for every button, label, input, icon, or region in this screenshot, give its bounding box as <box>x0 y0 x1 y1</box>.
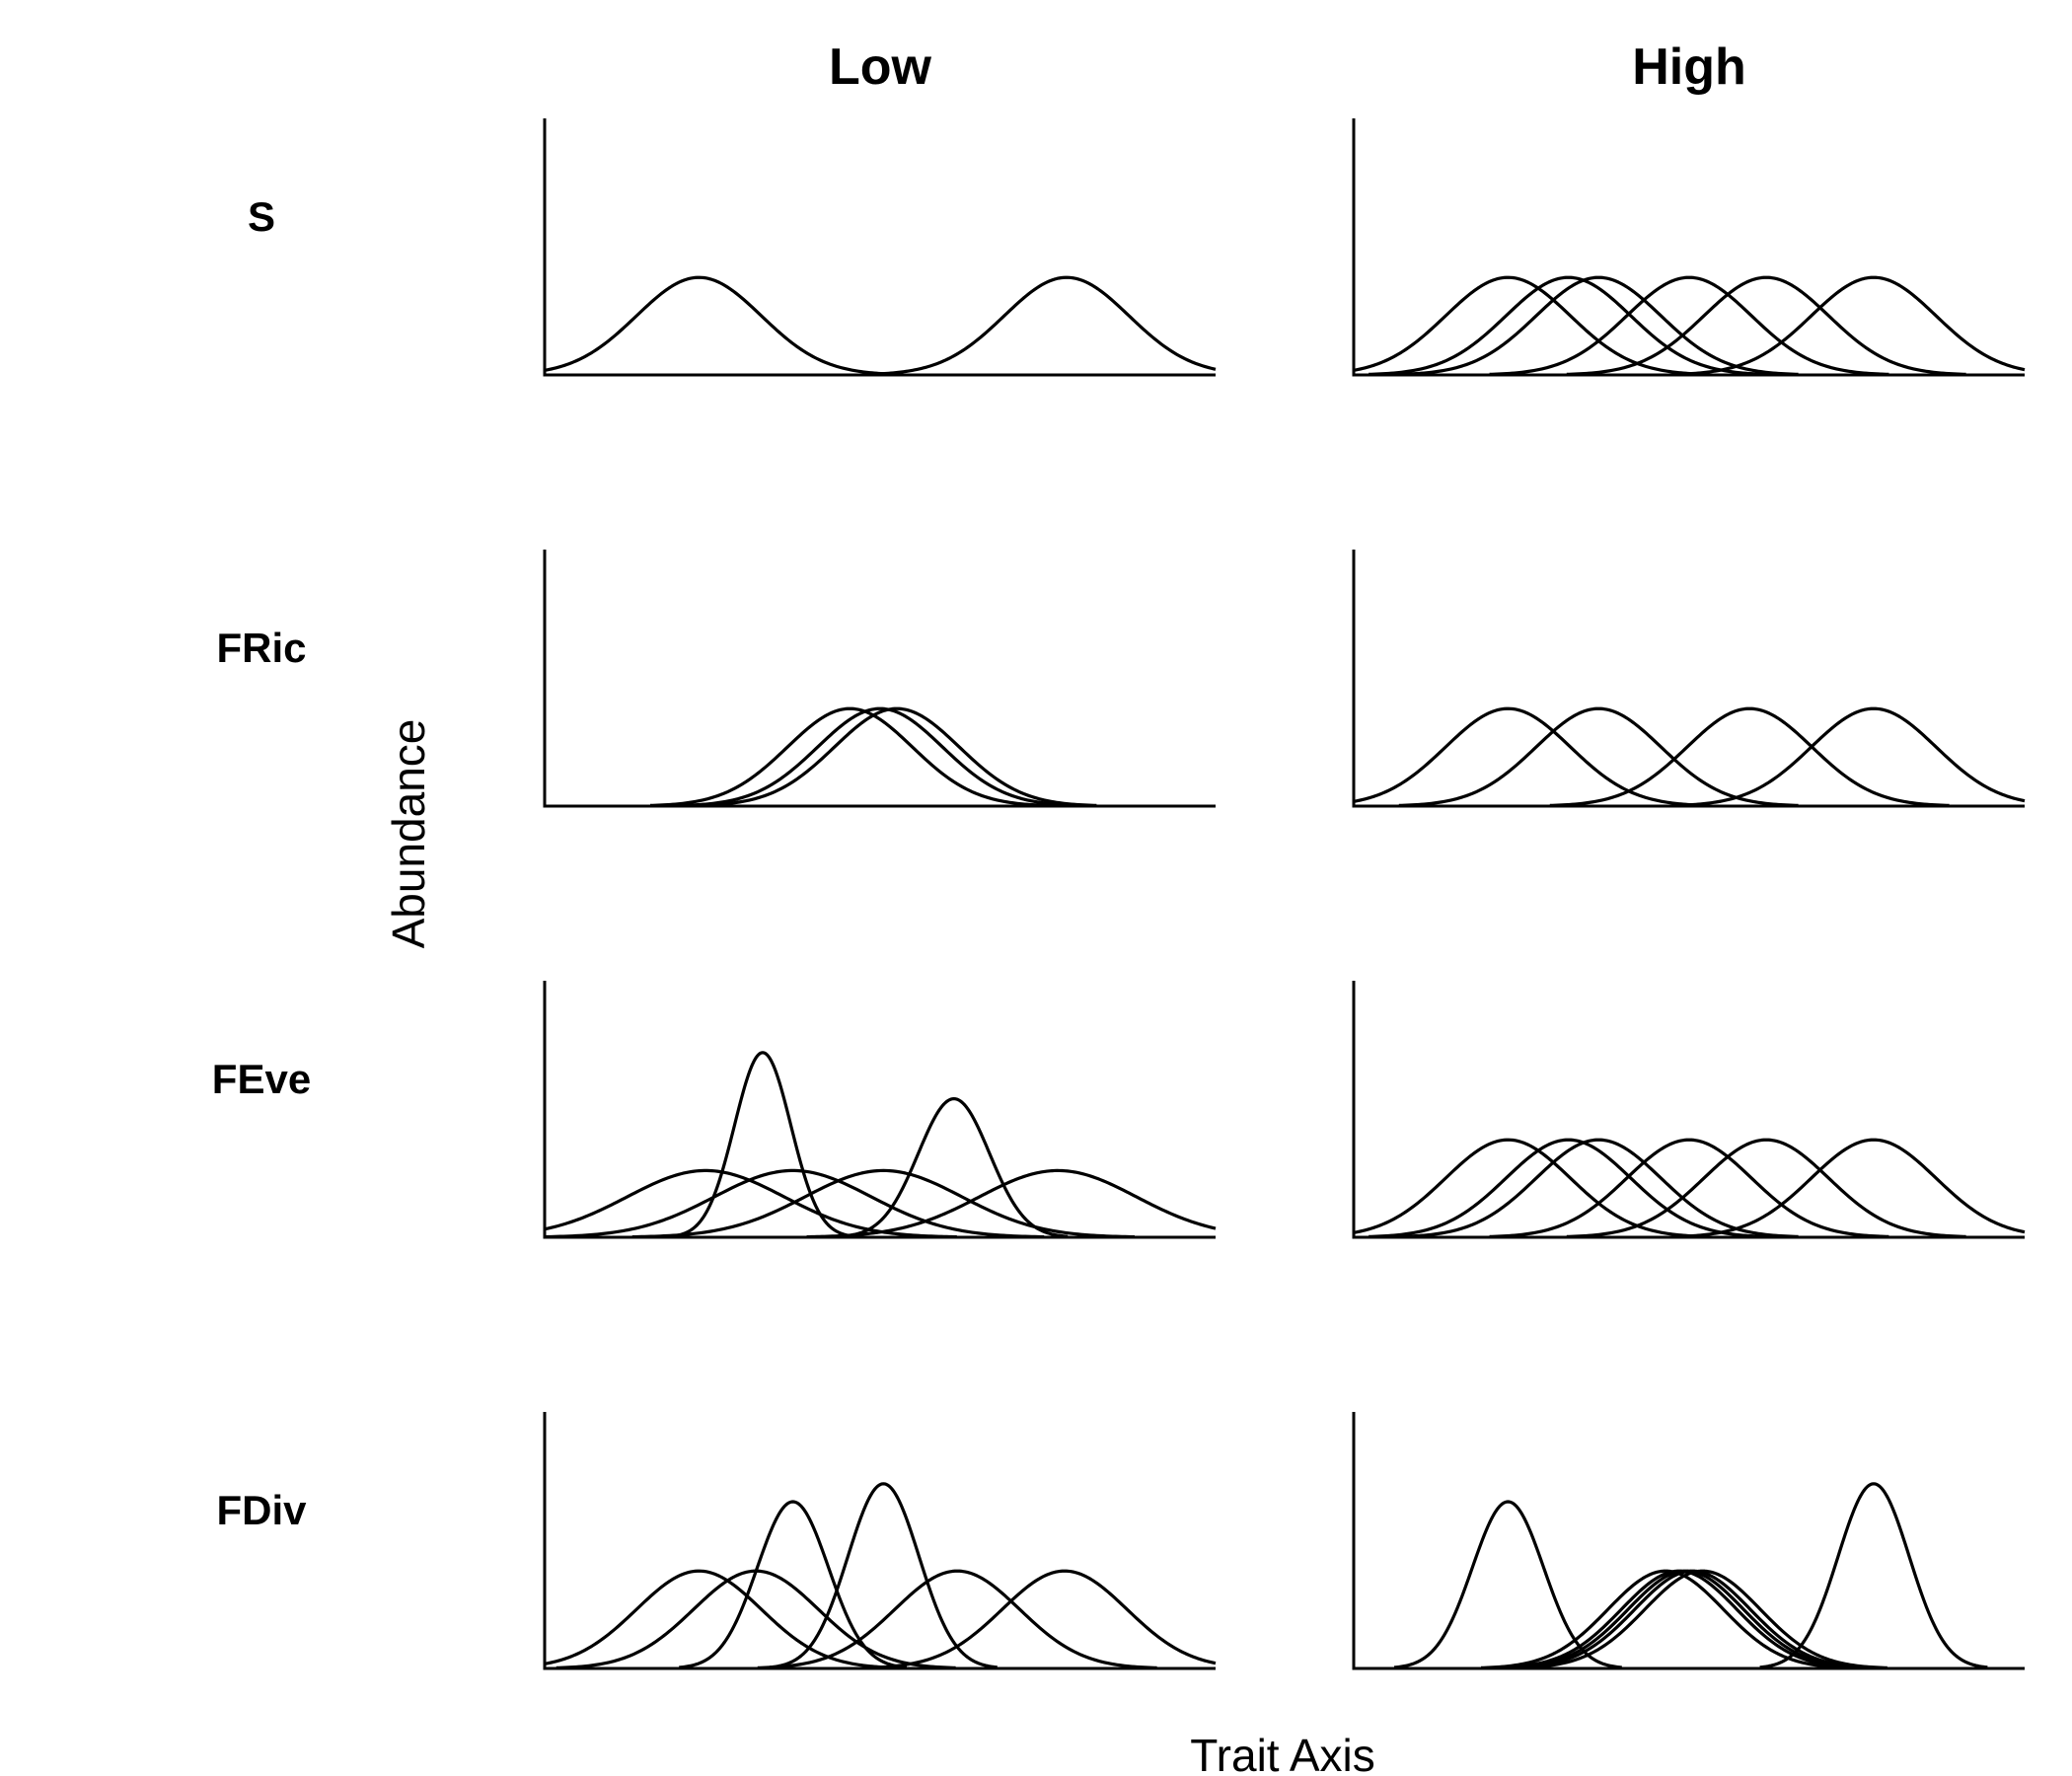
curve-s-low-1 <box>544 275 899 377</box>
axis-fdiv-low <box>543 1412 1216 1670</box>
column-title-high: High <box>1632 38 1746 96</box>
curve-feve-high-5 <box>1566 1138 1966 1239</box>
panel-s-high <box>1352 118 2026 377</box>
panel-fric-high <box>1352 550 2026 808</box>
axis-fric-high <box>1352 550 2025 808</box>
axis-s-high <box>1352 118 2025 377</box>
curve-feve-high-2 <box>1369 1138 1769 1239</box>
curve-s-high-4 <box>1489 275 1889 377</box>
curve-feve-low-5 <box>672 1051 853 1238</box>
curve-feve-low-6 <box>840 1097 1069 1238</box>
row-label-feve: FEve <box>212 1056 311 1102</box>
curve-fric-high-4 <box>1673 706 2026 808</box>
curve-s-low-2 <box>866 275 1217 377</box>
curve-s-high-3 <box>1398 275 1799 377</box>
curve-fdiv-low-6 <box>769 1482 998 1669</box>
curve-fdiv-high-3 <box>1481 1569 1851 1670</box>
curve-feve-high-1 <box>1353 1138 1708 1239</box>
x-axis-label: Trait Axis <box>1190 1730 1374 1776</box>
y-axis-label: Abundance <box>383 719 434 949</box>
axis-fric-low <box>543 550 1216 808</box>
curve-fdiv-low-5 <box>679 1500 908 1669</box>
curve-fdiv-high-7 <box>1517 1569 1887 1670</box>
panel-fric-low <box>543 550 1216 808</box>
curve-fdiv-low-3 <box>757 1569 1157 1670</box>
curve-s-high-5 <box>1566 275 1966 377</box>
panel-fdiv-low <box>543 1412 1217 1670</box>
curve-feve-high-6 <box>1673 1138 2026 1239</box>
curve-s-high-2 <box>1369 275 1769 377</box>
row-label-s: S <box>248 193 275 240</box>
curve-fric-low-3 <box>697 706 1097 808</box>
row-label-fdiv: FDiv <box>216 1487 307 1533</box>
panels-group <box>543 118 2026 1670</box>
curve-fric-low-2 <box>680 706 1080 808</box>
row-label-fric: FRic <box>216 625 306 671</box>
curve-fric-low-1 <box>649 706 1050 808</box>
curve-s-high-1 <box>1353 275 1708 377</box>
panel-feve-low <box>543 981 1217 1239</box>
curve-fdiv-low-2 <box>555 1569 956 1670</box>
panel-feve-high <box>1352 981 2026 1239</box>
curve-fric-high-2 <box>1398 706 1799 808</box>
curve-fdiv-low-1 <box>544 1569 899 1670</box>
curve-feve-high-3 <box>1398 1138 1799 1239</box>
axis-fdiv-high <box>1352 1412 2025 1670</box>
curve-feve-low-3 <box>631 1168 1136 1239</box>
curve-fdiv-low-4 <box>864 1569 1217 1670</box>
curve-feve-low-2 <box>544 1168 1045 1239</box>
axis-feve-low <box>543 981 1216 1239</box>
curve-s-high-6 <box>1673 275 2026 377</box>
curve-feve-high-4 <box>1489 1138 1889 1239</box>
curve-fric-high-3 <box>1549 706 1950 808</box>
panel-fdiv-high <box>1352 1412 2025 1670</box>
curve-fric-high-1 <box>1353 706 1708 808</box>
column-title-low: Low <box>829 38 932 96</box>
curve-feve-low-4 <box>806 1168 1217 1239</box>
panel-s-low <box>543 118 1217 377</box>
axis-s-low <box>543 118 1216 377</box>
axis-feve-high <box>1352 981 2025 1239</box>
